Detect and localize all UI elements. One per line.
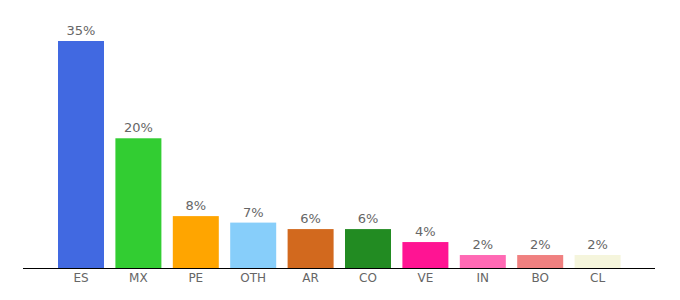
x-tick-label: MX <box>129 271 148 285</box>
data-label: 4% <box>415 224 436 239</box>
bars <box>58 41 621 268</box>
chart-container: 35% ES 20% MX 8% PE 7% OTH 6% AR 6% CO 4% VE 2% IN 2% BO 2… <box>0 0 680 300</box>
data-label: 7% <box>243 205 264 220</box>
x-tick-label: VE <box>418 271 434 285</box>
bar <box>288 229 334 268</box>
data-label: 2% <box>472 237 493 252</box>
x-tick-label: CO <box>359 271 377 285</box>
x-axis-line <box>23 268 655 269</box>
bar <box>460 255 506 268</box>
data-label: 20% <box>124 120 153 135</box>
x-tick-label: PE <box>188 271 203 285</box>
bar <box>173 216 219 268</box>
bar <box>115 138 161 268</box>
x-tick-label: IN <box>477 271 490 285</box>
x-tick-label: AR <box>302 271 319 285</box>
chart-svg: 35% ES 20% MX 8% PE 7% OTH 6% AR 6% CO 4% VE 2% IN 2% BO 2… <box>0 0 680 300</box>
data-label: 8% <box>185 198 206 213</box>
data-label: 35% <box>67 23 96 38</box>
x-tick-label: BO <box>531 271 548 285</box>
x-tick-label: CL <box>590 271 605 285</box>
x-tick-label: OTH <box>240 271 266 285</box>
labels: 35% ES 20% MX 8% PE 7% OTH 6% AR 6% CO 4% VE 2% IN 2% BO 2… <box>67 23 608 285</box>
bar <box>230 223 276 268</box>
bar <box>58 41 104 268</box>
bar <box>345 229 391 268</box>
data-label: 6% <box>300 211 321 226</box>
bar <box>402 242 448 268</box>
data-label: 2% <box>587 237 608 252</box>
x-tick-label: ES <box>73 271 88 285</box>
data-label: 6% <box>358 211 379 226</box>
data-label: 2% <box>530 237 551 252</box>
bar <box>575 255 621 268</box>
bar <box>517 255 563 268</box>
